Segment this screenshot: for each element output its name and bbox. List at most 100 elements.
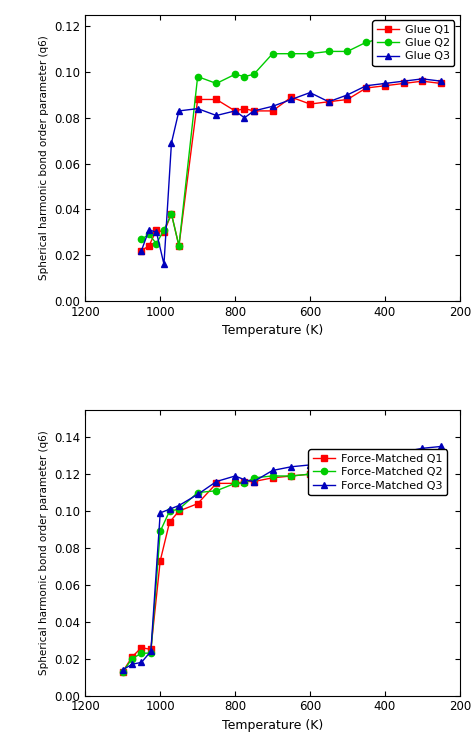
- Glue Q2: [242, 72, 247, 81]
- Force-Matched Q3: [326, 462, 332, 471]
- Force-Matched Q3: [401, 448, 406, 457]
- Force-Matched Q2: [232, 479, 238, 488]
- Force-Matched Q2: [148, 649, 154, 658]
- Glue Q3: [139, 246, 145, 255]
- Force-Matched Q3: [288, 462, 294, 471]
- Force-Matched Q1: [270, 474, 275, 482]
- Glue Q2: [146, 230, 152, 239]
- Glue Q3: [195, 104, 201, 113]
- Glue Q3: [251, 107, 257, 115]
- Glue Q2: [232, 70, 238, 78]
- Glue Q1: [288, 92, 294, 101]
- Glue Q1: [345, 95, 350, 104]
- Force-Matched Q1: [157, 556, 163, 565]
- Glue Q2: [401, 29, 406, 38]
- Force-Matched Q2: [382, 464, 388, 473]
- Force-Matched Q3: [270, 466, 275, 475]
- Glue Q1: [146, 241, 152, 250]
- Glue Q2: [251, 70, 257, 78]
- Force-Matched Q2: [288, 471, 294, 480]
- Force-Matched Q1: [129, 653, 135, 662]
- Glue Q3: [438, 77, 444, 86]
- Glue Q3: [242, 113, 247, 122]
- Force-Matched Q1: [167, 518, 173, 527]
- X-axis label: Temperature (K): Temperature (K): [222, 719, 323, 732]
- Force-Matched Q2: [419, 459, 425, 468]
- Glue Q1: [139, 246, 145, 255]
- Force-Matched Q3: [232, 471, 238, 480]
- Force-Matched Q1: [288, 471, 294, 480]
- Force-Matched Q2: [167, 507, 173, 516]
- Glue Q2: [161, 226, 167, 235]
- Force-Matched Q3: [167, 505, 173, 514]
- Glue Q3: [270, 102, 275, 111]
- Line: Glue Q2: Glue Q2: [138, 25, 444, 249]
- Force-Matched Q2: [326, 468, 332, 477]
- Glue Q2: [139, 235, 145, 243]
- Glue Q3: [419, 75, 425, 84]
- Force-Matched Q2: [363, 466, 369, 475]
- Glue Q1: [195, 95, 201, 104]
- Force-Matched Q3: [120, 665, 126, 674]
- Glue Q1: [270, 107, 275, 115]
- Line: Force-Matched Q3: Force-Matched Q3: [119, 443, 444, 673]
- Glue Q2: [270, 50, 275, 58]
- Glue Q1: [326, 98, 332, 107]
- Force-Matched Q3: [251, 477, 257, 486]
- Glue Q2: [176, 241, 182, 250]
- Force-Matched Q1: [139, 643, 145, 652]
- Force-Matched Q2: [176, 505, 182, 514]
- Glue Q2: [195, 72, 201, 81]
- Line: Glue Q3: Glue Q3: [138, 75, 444, 267]
- Glue Q3: [154, 228, 159, 237]
- Glue Q3: [307, 88, 313, 97]
- Glue Q2: [382, 33, 388, 42]
- Force-Matched Q2: [401, 460, 406, 469]
- Force-Matched Q3: [382, 451, 388, 460]
- Glue Q2: [438, 24, 444, 33]
- Force-Matched Q2: [213, 486, 219, 495]
- Force-Matched Q1: [382, 455, 388, 464]
- Force-Matched Q2: [345, 468, 350, 477]
- Force-Matched Q1: [401, 451, 406, 460]
- Glue Q2: [169, 209, 174, 218]
- Force-Matched Q2: [307, 470, 313, 479]
- Glue Q1: [251, 107, 257, 115]
- Legend: Glue Q1, Glue Q2, Glue Q3: Glue Q1, Glue Q2, Glue Q3: [373, 21, 454, 66]
- Glue Q2: [326, 47, 332, 55]
- Force-Matched Q3: [419, 444, 425, 453]
- Force-Matched Q1: [213, 479, 219, 488]
- Glue Q1: [232, 107, 238, 115]
- Force-Matched Q2: [251, 474, 257, 482]
- Force-Matched Q3: [148, 647, 154, 656]
- Line: Force-Matched Q1: Force-Matched Q1: [119, 451, 444, 675]
- Glue Q2: [307, 50, 313, 58]
- Force-Matched Q1: [195, 500, 201, 508]
- Glue Q2: [213, 79, 219, 88]
- Force-Matched Q2: [270, 471, 275, 480]
- Glue Q2: [288, 50, 294, 58]
- Glue Q3: [288, 95, 294, 104]
- Force-Matched Q1: [419, 449, 425, 458]
- Force-Matched Q1: [120, 667, 126, 676]
- Glue Q3: [382, 79, 388, 88]
- Force-Matched Q3: [139, 658, 145, 667]
- Force-Matched Q1: [176, 507, 182, 516]
- Glue Q1: [242, 104, 247, 113]
- Force-Matched Q3: [242, 475, 247, 484]
- Force-Matched Q3: [157, 508, 163, 517]
- Glue Q1: [363, 84, 369, 92]
- Force-Matched Q3: [438, 442, 444, 451]
- Glue Q1: [382, 81, 388, 90]
- Force-Matched Q2: [139, 649, 145, 658]
- Glue Q2: [345, 47, 350, 55]
- Glue Q3: [213, 111, 219, 120]
- Glue Q3: [169, 138, 174, 147]
- Glue Q1: [161, 228, 167, 237]
- Force-Matched Q2: [195, 488, 201, 497]
- X-axis label: Temperature (K): Temperature (K): [222, 324, 323, 337]
- Glue Q3: [401, 77, 406, 86]
- Line: Force-Matched Q2: Force-Matched Q2: [119, 460, 444, 675]
- Glue Q2: [419, 24, 425, 33]
- Glue Q1: [419, 77, 425, 86]
